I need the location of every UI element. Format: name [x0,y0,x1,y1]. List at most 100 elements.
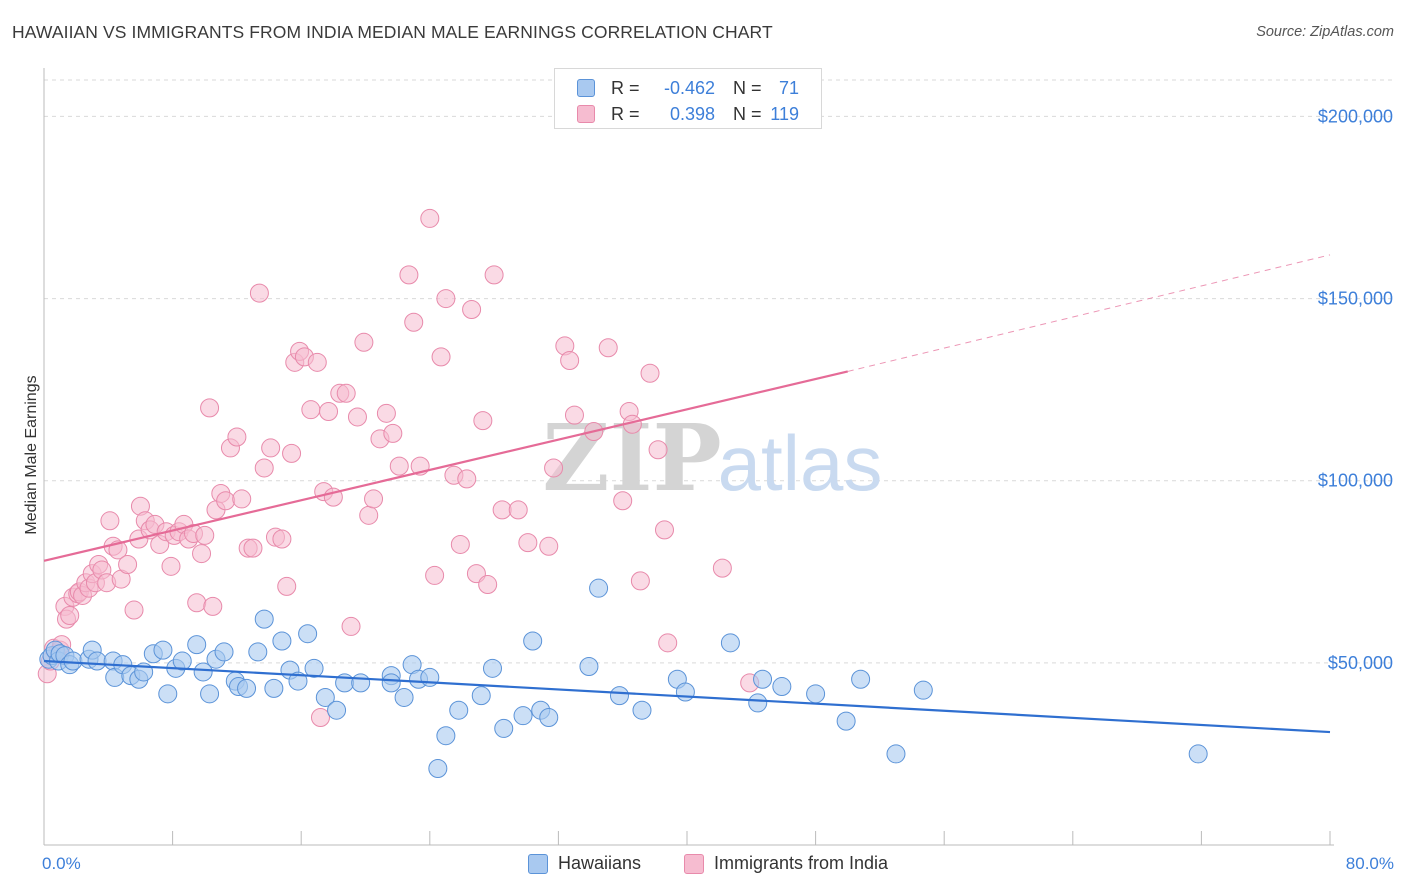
hawaiian-trend-line [43,659,1331,734]
india-point [195,525,215,545]
india-point [359,505,379,525]
india-point [254,458,274,478]
watermark-atlas: atlas [718,419,883,507]
y-tick-label: $50,000 [1328,653,1393,673]
india-point [518,533,538,553]
hawaiian-point [609,686,629,706]
india-point [161,556,181,576]
hawaiian-point [172,651,192,671]
hawaiian-point [248,642,268,662]
hawaiian-point [494,718,514,738]
india-point [658,633,678,653]
hawaiian-point [298,624,318,644]
hawaiian-point [523,631,543,651]
legend-row-hawaiians: R = -0.462 N = 71 [555,76,821,102]
legend-swatch-pink [577,105,595,123]
hawaiian-point [913,680,933,700]
india-point [544,458,564,478]
india-trend-extension [847,254,1331,372]
india-point [341,616,361,636]
hawaiian-point [187,635,207,655]
hawaiian-point [436,726,456,746]
hawaiian-point [579,657,599,676]
india-point [272,529,292,549]
legend-r-value: 0.398 [669,104,715,124]
hawaiian-point [214,642,234,662]
india-point [712,558,732,578]
series-swatch-blue [528,854,548,874]
india-point [232,489,252,509]
correlation-legend: R = -0.462 N = 71 R = 0.398 N = 119 [554,68,822,129]
legend-n-value: 119 [770,104,799,124]
source-credit: Source: ZipAtlas.com [1256,24,1394,40]
india-point [462,300,482,319]
y-tick-label: $100,000 [1318,471,1393,491]
hawaiian-point [675,682,695,702]
hawaiian-point [264,678,284,698]
series-swatch-pink [684,854,704,874]
india-point [60,606,80,625]
india-point [431,347,451,367]
hawaiian-point [394,687,414,707]
y-tick-label: $150,000 [1318,289,1393,309]
india-point [310,708,330,727]
india-point [654,520,674,540]
india-point [243,538,263,558]
x-tick-label-max: 80.0% [1346,854,1394,873]
x-tick-label-min: 0.0% [42,854,81,873]
hawaiian-point [327,700,347,720]
hawaiian-point [288,671,308,691]
hawaiian-point [836,711,856,731]
india-point [277,576,297,596]
india-point [648,440,668,460]
hawaiian-point [158,684,178,704]
legend-row-india: R = 0.398 N = 119 [555,102,821,128]
legend-r-value: -0.462 [663,78,715,98]
india-point [560,351,580,370]
hawaiian-point [720,633,740,653]
india-point [640,363,660,383]
india-point [436,289,456,309]
hawaiian-point [315,687,335,707]
hawaiian-point [886,744,906,764]
legend-n-value: 71 [778,78,799,98]
india-point [613,491,633,511]
hawaiian-point [200,684,220,704]
watermark: ZIP atlas [542,404,882,512]
india-point [118,555,138,574]
india-point [200,398,220,418]
hawaiian-point [753,669,773,689]
india-point [376,403,396,423]
india-point [564,405,584,425]
axis-ticks: $50,000 $100,000 $150,000 $200,000 0.0% 80.0% [42,106,1394,873]
hawaiian-point [449,700,469,720]
india-point [389,456,409,476]
india-point [227,427,247,447]
hawaiian-point [351,673,371,693]
india-point [508,500,528,520]
hawaiian-point [87,651,107,671]
hawaiian-point [254,609,274,629]
india-point [187,593,207,613]
axes [43,68,1334,846]
chart-title: HAWAIIAN VS IMMIGRANTS FROM INDIA MEDIAN… [12,22,773,42]
hawaiian-point [482,658,502,678]
legend-swatch-blue [577,79,595,97]
hawaiian-point [748,693,768,713]
india-point [399,265,419,285]
india-point [354,332,374,352]
india-point [203,596,223,616]
india-point [301,400,321,420]
india-point [478,575,498,595]
india-point [539,536,559,556]
series-label-hawaiians: Hawaiians [558,853,642,873]
hawaiian-point [806,684,826,704]
hawaiian-point [428,759,448,778]
hawaiian-point [589,578,609,598]
hawaiian-point [539,708,559,727]
india-point [473,411,493,431]
trend-lines [43,254,1331,734]
legend-n-label: N = [733,78,762,98]
india-point [192,544,212,564]
